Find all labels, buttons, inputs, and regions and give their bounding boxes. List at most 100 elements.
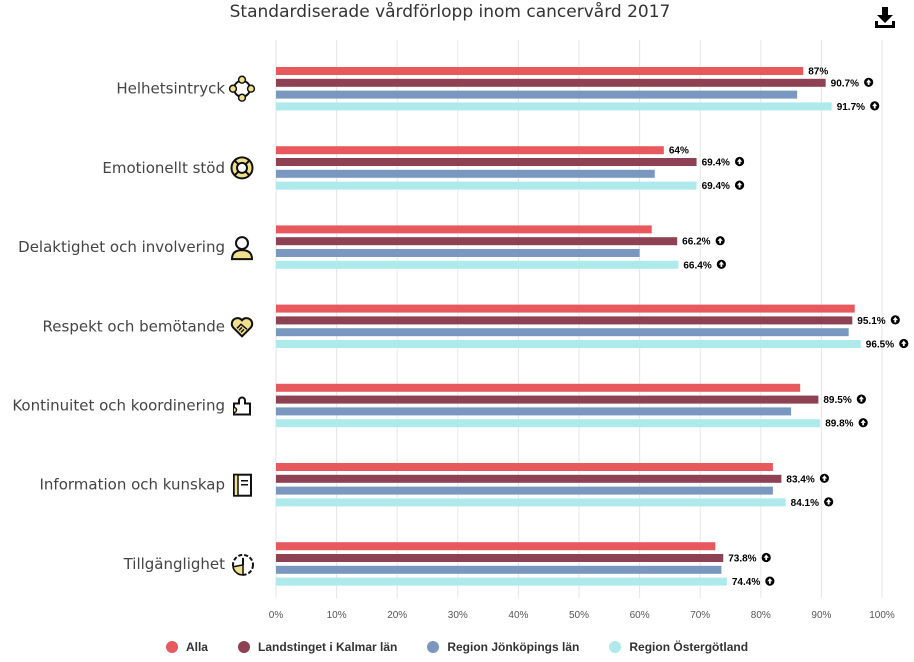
data-label: 69.4%: [702, 181, 730, 192]
data-label: 90.7%: [831, 78, 859, 89]
bar[interactable]: [276, 102, 832, 111]
x-tick-label: 50%: [569, 610, 589, 621]
category-label: Emotionellt stöd: [102, 159, 225, 177]
bar[interactable]: [276, 237, 678, 246]
x-tick-label: 60%: [630, 610, 650, 621]
lifebuoy-icon: [230, 156, 254, 180]
bar[interactable]: [276, 542, 716, 551]
bar[interactable]: [276, 554, 724, 562]
data-label: 66.4%: [683, 260, 711, 271]
legend-label: Region Östergötland: [629, 640, 749, 654]
data-label: 64%: [669, 146, 689, 157]
legend-label: Region Jönköpings län: [447, 640, 580, 654]
data-label: 84.1%: [791, 498, 819, 509]
legend-marker-icon: [609, 641, 622, 653]
data-label: 87%: [808, 67, 828, 78]
legend-item[interactable]: Region Östergötland: [609, 636, 748, 658]
puzzle-icon: [233, 396, 251, 416]
data-label: 95.1%: [857, 316, 885, 327]
bar[interactable]: [276, 340, 861, 348]
handshake-heart-icon: [230, 317, 254, 338]
x-tick-label: 10%: [327, 610, 347, 621]
category-label: Tillgänglighet: [123, 555, 226, 573]
legend-item[interactable]: Region Jönköpings län: [427, 636, 579, 658]
data-label: 89.8%: [825, 419, 853, 430]
chart-title: Standardiserade vårdförlopp inom cancerv…: [229, 2, 671, 22]
person-icon: [230, 236, 254, 261]
up-arrow-marker-icon: [716, 259, 726, 269]
bar[interactable]: [276, 474, 782, 483]
people-circle-icon: [228, 75, 256, 102]
data-label: 66.2%: [682, 237, 710, 248]
up-arrow-marker-icon: [765, 576, 775, 586]
download-icon: [875, 7, 895, 28]
up-arrow-marker-icon: [734, 156, 745, 167]
bar[interactable]: [276, 395, 819, 404]
bar[interactable]: [276, 158, 697, 166]
bar[interactable]: [276, 577, 727, 586]
category-label: Helhetsintryck: [116, 80, 225, 98]
bar[interactable]: [276, 328, 849, 337]
x-tick-label: 20%: [387, 610, 407, 621]
legend-label: Landstinget i Kalmar län: [257, 640, 398, 654]
up-arrow-marker-icon: [715, 236, 725, 246]
bar[interactable]: [276, 304, 855, 313]
up-arrow-marker-icon: [890, 315, 900, 325]
up-arrow-marker-icon: [899, 338, 909, 349]
x-tick-label: 30%: [448, 610, 468, 621]
data-label: 74.4%: [732, 577, 760, 588]
chart-plot: 0% 10% 20% 30% 40% 50% 60% 70% 80% 90% 100% Helhets…: [12, 40, 909, 621]
data-label: 69.4%: [702, 158, 730, 169]
bar[interactable]: [276, 78, 826, 87]
up-arrow-marker-icon: [858, 418, 868, 428]
up-arrow-marker-icon: [819, 473, 830, 483]
bar[interactable]: [276, 383, 801, 392]
legend-label: Alla: [185, 640, 208, 654]
data-label: 96.5%: [866, 340, 894, 351]
legend-marker-icon: [165, 641, 178, 653]
up-arrow-marker-icon: [856, 394, 866, 404]
up-arrow-marker-icon: [870, 101, 880, 111]
category-label: Kontinuitet och koordinering: [12, 397, 225, 415]
x-tick-label: 100%: [869, 610, 895, 621]
bar[interactable]: [276, 463, 773, 471]
data-label: 89.5%: [823, 395, 851, 406]
legend-item[interactable]: Alla: [165, 636, 208, 658]
legend: Alla Landstinget i Kalmar län Region Jönkö…: [0, 636, 914, 658]
download-button[interactable]: [872, 4, 898, 30]
bar[interactable]: [276, 498, 786, 507]
up-arrow-marker-icon: [864, 77, 874, 87]
x-tick-label: 0%: [269, 610, 284, 621]
bar[interactable]: [276, 90, 798, 99]
data-label: 91.7%: [837, 102, 865, 113]
bar[interactable]: [276, 260, 679, 269]
category-label: Delaktighet och involvering: [18, 238, 225, 256]
bar[interactable]: [276, 419, 821, 428]
data-label: 73.8%: [728, 554, 756, 565]
bar[interactable]: [276, 407, 792, 416]
up-arrow-marker-icon: [761, 552, 771, 563]
legend-marker-icon: [237, 641, 250, 653]
bar[interactable]: [276, 249, 640, 257]
bar[interactable]: [276, 146, 664, 155]
up-arrow-marker-icon: [734, 180, 745, 190]
book-icon: [233, 473, 252, 497]
up-arrow-marker-icon: [824, 497, 834, 507]
bar[interactable]: [276, 67, 804, 75]
data-label: 83.4%: [786, 474, 814, 485]
category-label: Information och kunskap: [40, 476, 226, 494]
category-label: Respekt och bemötande: [43, 317, 225, 335]
x-tick-label: 90%: [811, 610, 831, 621]
x-tick-label: 70%: [690, 610, 710, 621]
bar[interactable]: [276, 486, 773, 495]
bar[interactable]: [276, 316, 853, 325]
bar[interactable]: [276, 181, 697, 190]
legend-item[interactable]: Landstinget i Kalmar län: [237, 636, 398, 658]
x-tick-label: 40%: [508, 610, 528, 621]
clock-icon: [232, 553, 254, 576]
bar[interactable]: [276, 169, 655, 178]
legend-marker-icon: [427, 641, 440, 653]
x-tick-label: 80%: [751, 610, 771, 621]
bar[interactable]: [276, 225, 652, 234]
bar[interactable]: [276, 565, 722, 574]
